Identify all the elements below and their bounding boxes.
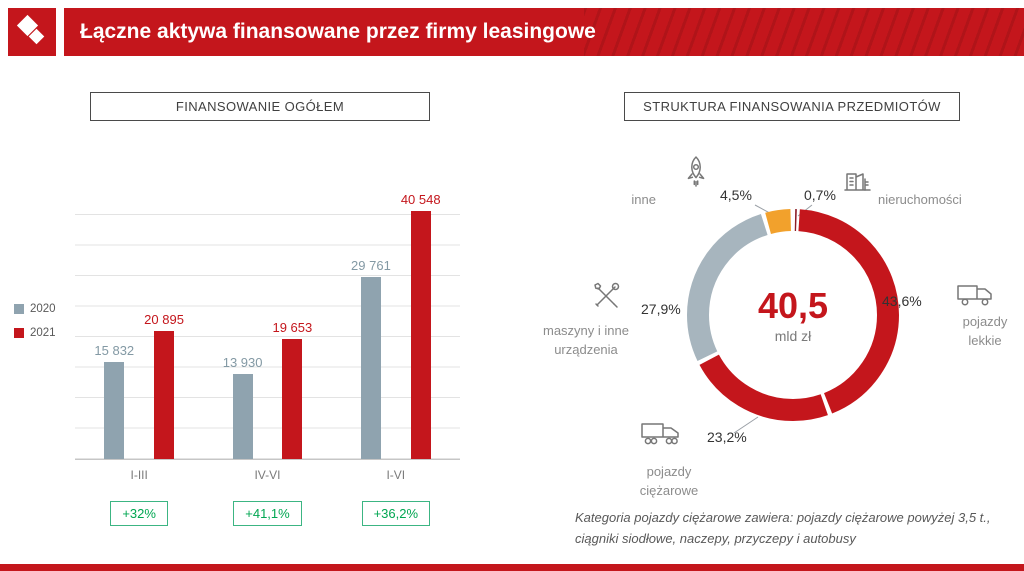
donut-slice-maszyny i inne urządzenia	[687, 209, 899, 421]
legend-label: 2020	[30, 303, 56, 315]
growth-badges-row: +32% +41,1% +36,2%	[75, 501, 460, 526]
donut-slice-pojazdy ciężarowe	[687, 209, 899, 421]
truck-icon	[640, 420, 680, 447]
legend-swatch	[14, 304, 24, 314]
van-icon	[956, 281, 994, 308]
bar-2020-I-III	[104, 362, 125, 459]
bar-chart-legend: 2020 2021	[14, 303, 56, 351]
bar-group-I-III: 15 832 20 895	[89, 312, 189, 459]
bar-wrap: 13 930	[222, 355, 263, 459]
bar-value-label: 13 930	[222, 355, 263, 370]
donut-ring	[687, 209, 899, 421]
tools-icon	[590, 280, 622, 312]
bottom-accent-bar	[0, 564, 1024, 571]
slice-label-pojazdy-lekkie: pojazdy lekkie	[962, 314, 1008, 348]
bar-2020-IV-VI	[232, 374, 253, 459]
bar-value-label: 40 548	[400, 192, 441, 207]
growth-badge-I-VI: +36,2%	[361, 501, 431, 526]
legend-swatch	[14, 328, 24, 338]
slice-pct-maszyny: 27,9%	[641, 301, 681, 317]
header-stripes-decor	[584, 8, 1024, 56]
slice-pct-inne: 4,5%	[720, 187, 752, 203]
legend-item-2020: 2020	[14, 303, 56, 315]
page-title: Łączne aktywa finansowane przez firmy le…	[80, 20, 596, 43]
donut-chart-panel: STRUKTURA FINANSOWANIA PRZEDMIOTÓW 40,5 …	[512, 75, 1024, 561]
footnote-line-1: Kategoria pojazdy ciężarowe zawiera: poj…	[575, 510, 991, 525]
donut-slice-pojazdy lekkie	[687, 209, 899, 421]
slice-pct-pojazdy-lekkie: 43,6%	[882, 293, 922, 309]
badge-cell: +32%	[89, 501, 189, 526]
bar-value-label: 20 895	[144, 312, 184, 327]
logo-diamonds-icon	[16, 14, 45, 45]
bar-wrap: 15 832	[94, 343, 134, 459]
bar-wrap: 20 895	[144, 312, 184, 459]
growth-badge-IV-VI: +41,1%	[233, 501, 302, 526]
bar-wrap: 40 548	[401, 192, 441, 459]
badge-cell: +41,1%	[217, 501, 317, 526]
donut-chart: 40,5 mld zł	[673, 195, 913, 435]
slice-label-maszyny: maszyny i inne urządzenia	[543, 323, 629, 357]
bar-wrap: 29 761	[351, 258, 391, 459]
bar-group-IV-VI: 13 930 19 653	[217, 320, 317, 459]
footnote-line-2: ciągniki siodłowe, naczepy, przyczepy i …	[575, 530, 856, 546]
category-label-IV-VI: IV-VI	[254, 468, 281, 482]
bar-value-label: 19 653	[272, 320, 313, 335]
bar-group-I-VI: 29 761 40 548	[346, 192, 446, 459]
category-label-I-VI: I-VI	[386, 468, 406, 482]
slice-label-pojazdy-ciezarowe: pojazdy ciężarowe	[639, 464, 699, 498]
legend-item-2021: 2021	[14, 327, 56, 339]
bar-chart-panel: FINANSOWANIE OGÓŁEM 2020 2021 15 832 20 89…	[0, 75, 512, 561]
company-logo	[8, 8, 56, 56]
bar-wrap: 19 653	[272, 320, 312, 459]
bar-value-label: 15 832	[94, 343, 135, 358]
footnote: Kategoria pojazdy ciężarowe zawiera: poj…	[575, 508, 1024, 550]
slice-label-nieruchomosci: nieruchomości	[878, 192, 962, 207]
building-icon	[842, 165, 872, 195]
bar-chart-title: FINANSOWANIE OGÓŁEM	[90, 92, 430, 121]
slice-label-inne: inne	[631, 192, 656, 207]
legend-label: 2021	[30, 327, 56, 339]
bar-chart-plot-area: 15 832 20 895 13 930 19 653 29 761 40 548	[75, 185, 460, 460]
slice-pct-pojazdy-ciezarowe: 23,2%	[707, 429, 747, 445]
bar-2021-I-VI	[410, 211, 431, 459]
bar-category-axis: I-III IV-VI I-VI	[75, 468, 460, 482]
rocket-icon	[680, 155, 712, 191]
donut-chart-title: STRUKTURA FINANSOWANIA PRZEDMIOTÓW	[624, 92, 960, 121]
bar-2020-I-VI	[360, 277, 381, 459]
category-label-I-III: I-III	[130, 468, 148, 482]
header-banner: Łączne aktywa finansowane przez firmy le…	[64, 8, 1024, 56]
growth-badge-I-III: +32%	[110, 501, 168, 526]
slice-pct-nieruchomosci: 0,7%	[804, 187, 836, 203]
bar-value-label: 29 761	[351, 258, 391, 273]
bar-2021-I-III	[154, 331, 175, 459]
bar-groups: 15 832 20 895 13 930 19 653 29 761 40 548	[75, 185, 460, 459]
badge-cell: +36,2%	[346, 501, 446, 526]
bar-2021-IV-VI	[282, 339, 303, 459]
